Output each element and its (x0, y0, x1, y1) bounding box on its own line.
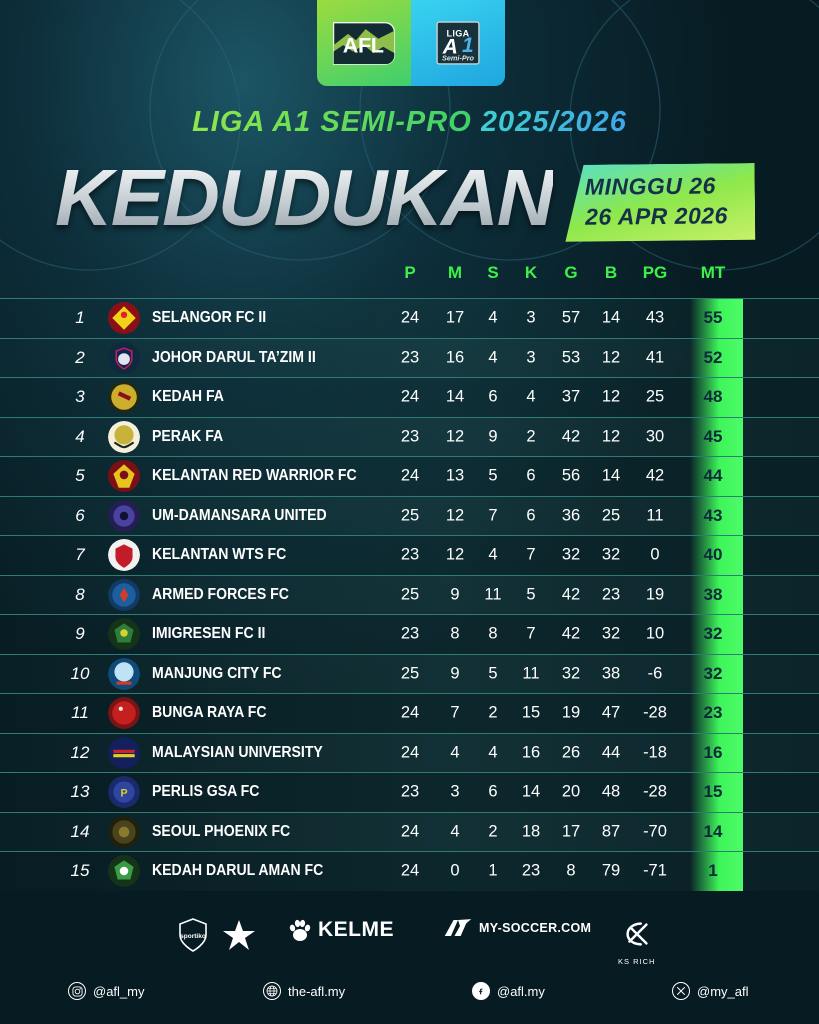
svg-text:P: P (120, 788, 127, 800)
svg-text:AFL: AFL (343, 32, 384, 57)
svg-text:sportiko: sportiko (180, 933, 206, 940)
svg-text:Semi-Pro: Semi-Pro (442, 53, 475, 62)
